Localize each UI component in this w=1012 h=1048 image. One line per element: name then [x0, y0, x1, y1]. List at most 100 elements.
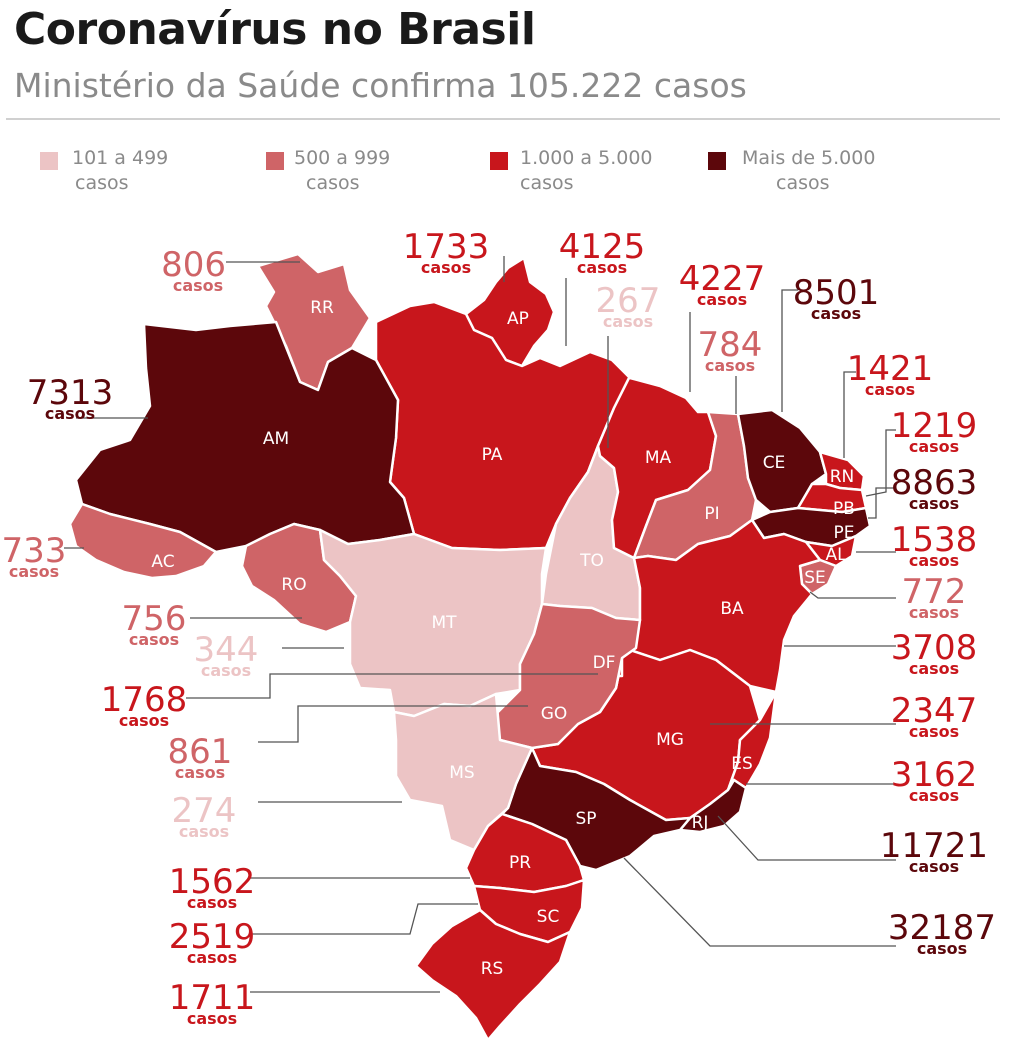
legend-swatch [40, 152, 58, 170]
state-label-rs: RS [481, 959, 504, 979]
case-count-ro: 756 [122, 599, 187, 639]
case-count-ma: 4227 [679, 259, 766, 299]
state-label-ap: AP [507, 309, 529, 329]
case-count-ac: 733 [2, 531, 67, 571]
leader-line-sc [250, 903, 478, 935]
case-unit-pi: casos [705, 356, 755, 375]
legend-unit: casos [520, 172, 574, 194]
legend-unit: casos [776, 172, 830, 194]
legend-label: Mais de 5.000 [742, 147, 876, 169]
state-label-al: AL [825, 545, 847, 565]
case-unit-to: casos [603, 312, 653, 331]
case-unit-ce: casos [811, 304, 861, 323]
case-unit-ac: casos [9, 562, 59, 581]
state-label-mt: MT [431, 613, 457, 633]
case-count-ba: 3708 [891, 628, 978, 668]
case-count-pe: 8863 [891, 463, 978, 503]
legend-swatch [490, 152, 508, 170]
state-label-rn: RN [830, 467, 855, 487]
case-unit-df: casos [119, 711, 169, 730]
case-callouts-layer: 806casos1733casos4125casos267casos4227ca… [2, 227, 997, 1028]
case-count-pi: 784 [698, 325, 763, 365]
case-unit-rj: casos [909, 857, 959, 876]
case-count-go: 861 [168, 732, 233, 772]
states-layer [68, 252, 872, 1042]
state-ac [68, 502, 218, 580]
case-unit-se: casos [909, 603, 959, 622]
case-count-se: 772 [902, 572, 967, 612]
legend-swatch [266, 152, 284, 170]
legend-label: 101 a 499 [72, 147, 169, 169]
state-label-pe: PE [834, 523, 855, 543]
case-count-pb: 1219 [891, 406, 978, 446]
case-unit-ma: casos [697, 290, 747, 309]
state-label-ba: BA [720, 599, 744, 619]
case-count-df: 1768 [101, 680, 188, 720]
leader-line-df [186, 673, 598, 699]
leader-line-rn [843, 371, 856, 458]
case-unit-pa: casos [577, 258, 627, 277]
case-unit-ro: casos [129, 630, 179, 649]
leader-lines-layer [64, 256, 896, 993]
case-unit-ms: casos [179, 822, 229, 841]
leader-line-ce [781, 289, 798, 412]
case-count-ce: 8501 [793, 273, 880, 313]
state-label-ac: AC [151, 552, 174, 572]
state-label-pb: PB [833, 499, 855, 519]
state-label-mg: MG [656, 730, 684, 750]
leader-line-rj [717, 815, 896, 861]
state-rj [678, 778, 748, 834]
case-count-es: 3162 [891, 755, 978, 795]
case-count-al: 1538 [891, 520, 978, 560]
case-count-rr: 806 [161, 245, 226, 285]
case-unit-go: casos [175, 763, 225, 782]
case-unit-ba: casos [909, 659, 959, 678]
state-label-ma: MA [645, 448, 672, 468]
case-count-ap: 1733 [403, 227, 490, 267]
case-unit-mg: casos [909, 722, 959, 741]
map-title: Coronavírus no Brasil [14, 4, 536, 55]
state-label-pi: PI [704, 504, 719, 524]
case-count-sc: 2519 [169, 917, 256, 957]
legend-label: 500 a 999 [294, 147, 391, 169]
case-count-pa: 4125 [559, 227, 646, 267]
case-count-mt: 344 [194, 630, 259, 670]
map-subtitle: Ministério da Saúde confirma 105.222 cas… [14, 66, 747, 105]
leader-line-sp [623, 857, 896, 947]
state-go [492, 602, 642, 750]
case-unit-al: casos [909, 551, 959, 570]
state-label-se: SE [804, 568, 826, 588]
case-unit-sc: casos [187, 948, 237, 967]
case-unit-mt: casos [201, 661, 251, 680]
case-unit-es: casos [909, 786, 959, 805]
case-count-rj: 11721 [880, 826, 988, 866]
state-label-ro: RO [281, 575, 306, 595]
state-rs [414, 908, 572, 1042]
leader-line-pe [868, 487, 896, 519]
case-count-to: 267 [596, 281, 661, 321]
state-label-ce: CE [763, 453, 786, 473]
state-label-sp: SP [575, 809, 596, 829]
state-label-pr: PR [509, 853, 531, 873]
case-unit-ap: casos [421, 258, 471, 277]
state-label-sc: SC [537, 907, 560, 927]
state-label-rr: RR [310, 298, 334, 318]
case-unit-am: casos [45, 404, 95, 423]
case-unit-pb: casos [909, 437, 959, 456]
case-count-ms: 274 [172, 791, 237, 831]
state-label-ms: MS [449, 763, 474, 783]
case-unit-pe: casos [909, 494, 959, 513]
case-count-mg: 2347 [891, 691, 978, 731]
leader-line-go [258, 705, 528, 743]
case-unit-rr: casos [173, 276, 223, 295]
case-unit-sp: casos [917, 939, 967, 958]
case-unit-rs: casos [187, 1009, 237, 1028]
state-label-es: ES [731, 754, 753, 774]
state-label-to: TO [579, 551, 604, 571]
leader-line-se [809, 591, 896, 599]
state-es [726, 690, 778, 792]
case-unit-rn: casos [865, 380, 915, 399]
state-label-df: DF [593, 653, 616, 673]
